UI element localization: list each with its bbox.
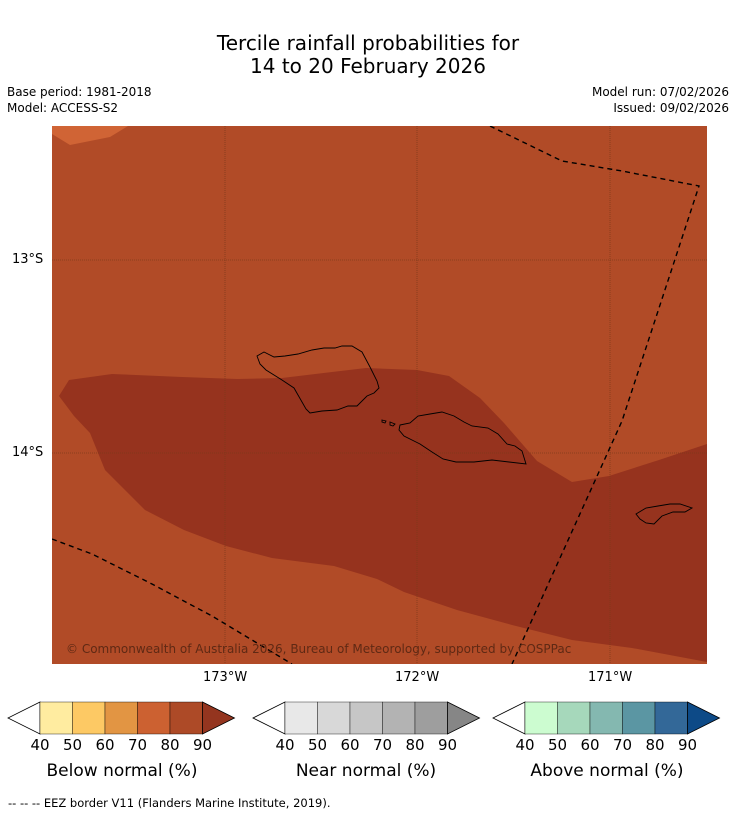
lon-label-171w: 171°W — [588, 670, 633, 685]
colorbar-lower-extension — [252, 701, 286, 735]
eez-border-southwest — [52, 538, 293, 664]
colorbar-tick-label: 80 — [160, 736, 180, 754]
colorbar-boxes — [492, 701, 721, 735]
colorbar-box — [104, 701, 138, 735]
colorbar-tick-label: 50 — [307, 736, 328, 754]
colorbar-box — [169, 701, 203, 735]
above-normal-colorbar — [492, 701, 721, 735]
colorbar-tick-label: 80 — [645, 736, 665, 754]
title-line-1: Tercile rainfall probabilities for — [216, 31, 520, 55]
base-period: Base period: 1981-2018 — [7, 85, 152, 99]
colorbar-box — [622, 701, 656, 735]
colorbar-tick-label: 90 — [192, 736, 213, 754]
colorbar-box — [414, 701, 448, 735]
eez-border-footnote: -- -- -- EEZ border V11 (Flanders Marine… — [8, 796, 331, 810]
colorbar-tick-label: 50 — [547, 736, 568, 754]
savaii-island — [256, 345, 380, 414]
below-normal-colorbar — [7, 701, 236, 735]
upolu-island — [398, 411, 527, 465]
model-run-date: Model run: 07/02/2026 — [591, 85, 729, 99]
colorbar-box — [654, 701, 688, 735]
colorbar-tick-label: 80 — [405, 736, 425, 754]
colorbar-boxes — [252, 701, 481, 735]
graticule — [52, 126, 707, 664]
copyright-notice: © Commonwealth of Australia 2026, Bureau… — [66, 642, 571, 656]
colorbar-box — [349, 701, 383, 735]
below-normal-high-region-north — [52, 126, 128, 145]
rainfall-map: © Commonwealth of Australia 2026, Bureau… — [52, 126, 707, 664]
colorbar-upper-extension — [687, 701, 721, 735]
colorbar-boxes — [7, 701, 236, 735]
colorbar-tick-label: 60 — [340, 736, 360, 754]
colorbar-box — [137, 701, 171, 735]
lat-label-14s: 14°S — [12, 445, 44, 460]
eez-border — [52, 126, 700, 664]
title-line-2: 14 to 20 February 2026 — [250, 54, 486, 78]
colorbar-tick-label: 60 — [580, 736, 600, 754]
tutuila-island — [635, 503, 694, 525]
coastlines — [256, 345, 694, 525]
colorbar-tick-label: 70 — [612, 736, 633, 754]
colorbar-lower-extension — [492, 701, 526, 735]
colorbar-upper-extension — [202, 701, 236, 735]
colorbar-tick-label: 40 — [30, 736, 50, 754]
colorbar-upper-extension — [447, 701, 481, 735]
colorbar-box — [524, 701, 558, 735]
colorbar-box — [72, 701, 106, 735]
colorbar-box — [284, 701, 318, 735]
below-normal-label: Below normal (%) — [46, 761, 198, 781]
colorbar-box — [39, 701, 73, 735]
eez-border-north — [489, 126, 700, 664]
lat-label-13s: 13°S — [12, 252, 44, 267]
colorbar-box — [557, 701, 591, 735]
colorbar-tick-label: 50 — [62, 736, 83, 754]
colorbar-box — [317, 701, 351, 735]
apolima-islet — [389, 421, 396, 427]
colorbar-tick-label: 90 — [677, 736, 698, 754]
near-normal-colorbar — [252, 701, 481, 735]
colorbar-tick-label: 90 — [437, 736, 458, 754]
colorbar-tick-label: 70 — [127, 736, 148, 754]
colorbar-box — [382, 701, 416, 735]
issued-date: Issued: 09/02/2026 — [613, 101, 729, 115]
lon-label-172w: 172°W — [395, 670, 440, 685]
colorbar-tick-label: 40 — [275, 736, 295, 754]
colorbar-tick-label: 60 — [95, 736, 115, 754]
model-name: Model: ACCESS-S2 — [7, 101, 119, 115]
near-normal-label: Near normal (%) — [295, 761, 437, 781]
below-normal-90-region — [59, 368, 707, 662]
colorbar-lower-extension — [7, 701, 41, 735]
manono-islet — [381, 419, 387, 424]
colorbar-tick-label: 70 — [372, 736, 393, 754]
colorbar-tick-label: 40 — [515, 736, 535, 754]
above-normal-label: Above normal (%) — [530, 761, 684, 781]
lon-label-173w: 173°W — [203, 670, 248, 685]
colorbar-box — [589, 701, 623, 735]
